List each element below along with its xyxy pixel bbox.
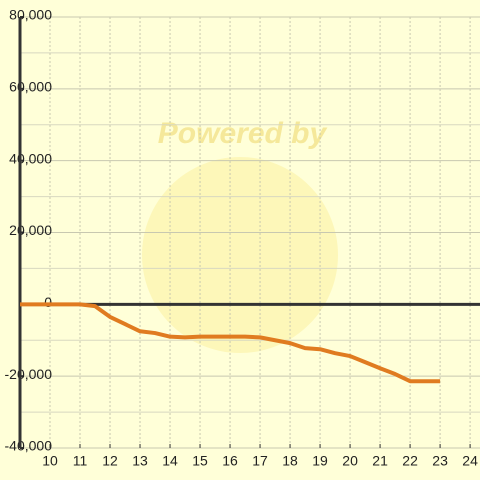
x-tick-label: 17 (252, 453, 268, 469)
y-tick-label: 20,000 (9, 222, 52, 238)
y-tick-label: -40,000 (5, 438, 53, 454)
x-tick-label: 19 (312, 453, 328, 469)
x-tick-label: 20 (342, 453, 358, 469)
watermark-text: Powered by (158, 117, 328, 150)
y-tick-label: 0 (44, 294, 52, 310)
x-tick-label: 12 (102, 453, 118, 469)
x-tick-label: 11 (73, 453, 88, 469)
x-tick-label: 23 (432, 453, 448, 469)
x-tick-label: 21 (372, 453, 388, 469)
x-tick-label: 22 (402, 453, 418, 469)
x-tick-label: 13 (132, 453, 148, 469)
y-tick-label: 80,000 (9, 7, 52, 23)
x-tick-label: 24 (462, 453, 478, 469)
x-tick-label: 16 (222, 453, 238, 469)
y-tick-label: 40,000 (9, 150, 52, 166)
line-series (20, 302, 441, 384)
x-tick-label: 14 (162, 453, 178, 469)
x-tick-label: 10 (42, 453, 58, 469)
watermark-circle (142, 157, 338, 353)
x-tick-label: 15 (192, 453, 208, 469)
y-tick-label: -20,000 (5, 366, 53, 382)
y-tick-label: 60,000 (9, 79, 52, 95)
x-tick-label: 18 (282, 453, 298, 469)
